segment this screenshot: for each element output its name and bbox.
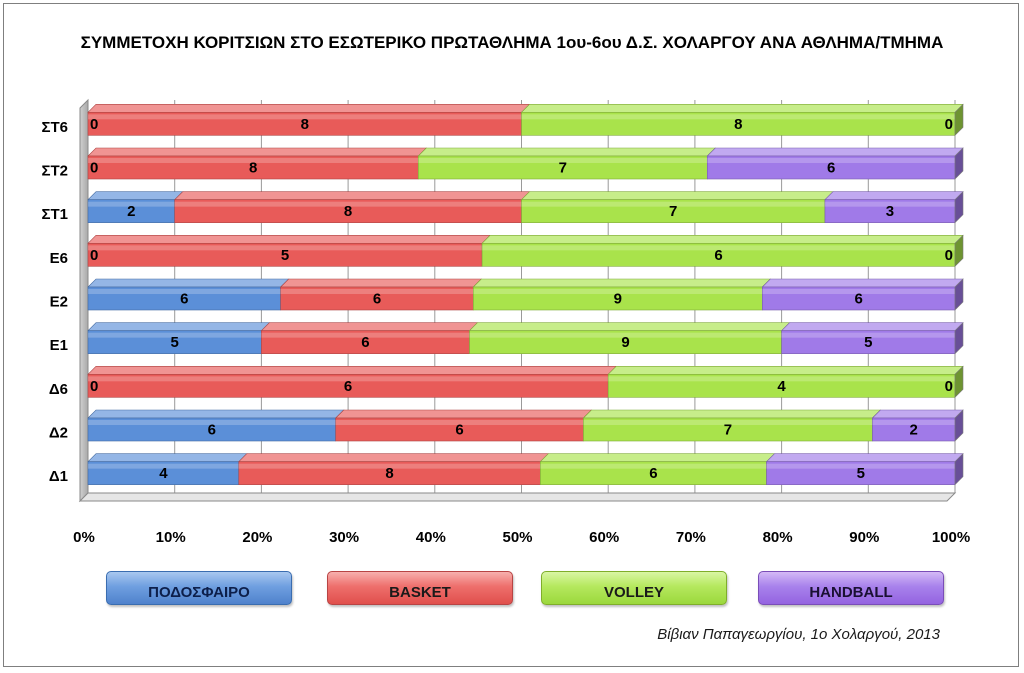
data-label: 6: [373, 291, 381, 308]
bar-segment: [520, 104, 964, 136]
y-axis: Δ1 Δ2 Δ6 Ε1 Ε2 Ε6 ΣΤ1 ΣΤ2 ΣΤ6: [41, 119, 68, 485]
data-label: 6: [649, 465, 657, 482]
author-credit: Βίβιαν Παπαγεωργίου, 1ο Χολαργού, 2013: [657, 626, 940, 643]
y-category-label: ΣΤ1: [41, 206, 68, 223]
data-label: 0: [90, 378, 98, 395]
bar-segment: [607, 366, 964, 398]
bar-segment: [539, 453, 776, 485]
data-label: 0: [945, 247, 953, 264]
floor: [78, 492, 957, 502]
x-tick-label: 20%: [242, 529, 272, 546]
y-category-label: Δ1: [49, 468, 68, 485]
data-label: 3: [886, 203, 894, 220]
data-label: 0: [90, 116, 98, 133]
data-label: 6: [854, 291, 862, 308]
x-tick-label: 50%: [502, 529, 532, 546]
data-label: 0: [945, 116, 953, 133]
x-tick-label: 40%: [416, 529, 446, 546]
data-labels: 4 8 6 5 6 6 7 2 0 6 4 0 5 6 9 5 6 6 9 6 0 5 6 0 2 8 7 3 0 8 7 6 0 8 8 0: [90, 116, 953, 482]
bar-segment: [520, 191, 834, 223]
data-label: 4: [777, 378, 786, 395]
bar-segment: [260, 322, 479, 354]
data-label: 8: [344, 203, 352, 220]
x-tick-label: 10%: [156, 529, 186, 546]
data-label: 5: [171, 334, 179, 351]
data-label: 6: [344, 378, 352, 395]
bar-segment: [871, 409, 964, 442]
data-label: 2: [127, 203, 135, 220]
data-label: 6: [714, 247, 722, 264]
bar-segment: [954, 234, 964, 268]
data-label: 7: [559, 160, 567, 177]
y-category-label: Ε6: [50, 250, 68, 267]
data-label: 7: [724, 422, 732, 439]
data-label: 6: [180, 291, 188, 308]
x-tick-label: 30%: [329, 529, 359, 546]
x-tick-label: 100%: [932, 529, 970, 546]
data-label: 0: [945, 378, 953, 395]
bar-segment: [279, 278, 483, 311]
legend-item-football: ΠΟΔΟΣΦΑΙΡΟ: [106, 571, 292, 605]
bar-segment: [472, 278, 772, 311]
data-label: 6: [361, 334, 369, 351]
bar-segment: [824, 190, 964, 224]
y-category-label: ΣΤ6: [41, 119, 68, 136]
bar-segment: [481, 235, 964, 267]
data-label: 8: [301, 116, 309, 133]
y-category-label: Δ6: [49, 381, 68, 398]
bar-segment: [87, 366, 617, 398]
x-tick-label: 90%: [849, 529, 879, 546]
x-tick-label: 0%: [73, 529, 95, 546]
y-category-label: Ε2: [50, 294, 68, 311]
data-label: 8: [385, 465, 393, 482]
data-label: 8: [249, 160, 257, 177]
y-category-label: Δ2: [49, 425, 68, 442]
bar-segment: [954, 103, 964, 137]
bar-segment: [706, 147, 964, 180]
data-label: 6: [827, 160, 835, 177]
bar-segment: [173, 191, 531, 223]
bar-segment: [765, 452, 964, 486]
data-label: 5: [281, 247, 289, 264]
bar-segment: [954, 365, 964, 399]
x-tick-label: 70%: [676, 529, 706, 546]
chart-side-wall: [78, 98, 957, 503]
legend-item-basket: BASKET: [327, 571, 513, 605]
chart-title: ΣΥΜΜΕΤΟΧΗ ΚΟΡΙΤΣΙΩΝ ΣΤΟ ΕΣΩΤΕΡΙΚΟ ΠΡΩΤΑΘ…: [81, 33, 944, 52]
bar-segment: [761, 278, 964, 311]
data-label: 5: [864, 334, 872, 351]
data-label: 9: [621, 334, 629, 351]
bar-segment: [780, 321, 964, 355]
bar-segment: [468, 322, 791, 354]
legend-item-volley: VOLLEY: [541, 571, 727, 605]
x-tick-label: 80%: [763, 529, 793, 546]
x-tick-label: 60%: [589, 529, 619, 546]
data-label: 7: [669, 203, 677, 220]
data-label: 0: [90, 247, 98, 264]
bars: [87, 103, 964, 486]
side-wall: [79, 98, 89, 503]
data-label: 6: [208, 422, 216, 439]
y-category-label: Ε1: [50, 337, 68, 354]
data-label: 5: [857, 465, 865, 482]
x-axis: 0% 10% 20% 30% 40% 50% 60% 70% 80% 90% 100%: [73, 529, 970, 546]
legend-item-handball: HANDBALL: [758, 571, 944, 605]
y-category-label: ΣΤ2: [41, 163, 68, 180]
bar-segment: [87, 322, 271, 354]
data-label: 2: [910, 422, 918, 439]
data-label: 8: [734, 116, 742, 133]
bar-segment: [87, 409, 345, 442]
data-label: 4: [159, 465, 168, 482]
bar-segment: [334, 409, 593, 442]
data-label: 0: [90, 160, 98, 177]
data-label: 9: [614, 291, 622, 308]
bar-segment: [87, 104, 531, 136]
bar-segment: [87, 147, 428, 180]
data-label: 6: [455, 422, 463, 439]
